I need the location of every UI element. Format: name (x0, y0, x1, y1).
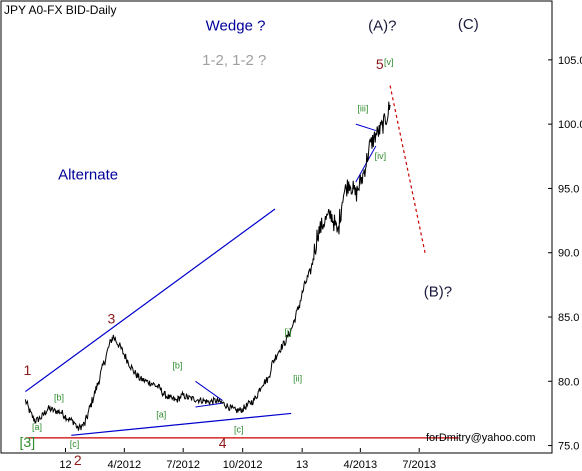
annotation-alternate: Alternate (58, 166, 118, 183)
annotation-sub-a1: [a] (32, 422, 42, 432)
y-tick-label: 105.0 (558, 55, 582, 67)
annotation-wedge-q: Wedge ? (206, 17, 266, 34)
annotation-wave-4: 4 (219, 435, 227, 451)
x-tick-label: 4/2012 (108, 459, 142, 471)
annotation-A-q: (A)? (368, 17, 396, 34)
annotation-B-q: (B)? (424, 283, 452, 300)
y-axis: 75.0 80.0 85.0 90.0 95.0 100.0 105.0 (548, 55, 582, 453)
y-tick-label: 100.0 (558, 119, 582, 131)
annotation-sub-c1: [c] (70, 439, 80, 449)
annotation-sub-iii: [iii] (357, 103, 368, 113)
annotation-sub-ii: [ii] (293, 373, 302, 383)
price-series (24, 101, 391, 431)
x-tick-label: 4/2013 (344, 459, 378, 471)
x-tick-label: 7/2012 (166, 459, 200, 471)
chart-title: JPY A0-FX BID-Daily (4, 3, 116, 17)
annotations: 12345[3][a][b][c][a][b][c][i][ii][iii][i… (20, 16, 479, 468)
author-footer: forDmitry@yahoo.com (426, 432, 536, 444)
x-tick-label: 7/2013 (402, 459, 436, 471)
y-tick-label: 75.0 (558, 441, 579, 453)
plot-frame (0, 0, 553, 454)
y-tick-label: 95.0 (558, 183, 579, 195)
annotation-wave-3: 3 (108, 310, 116, 326)
y-tick-label: 90.0 (558, 248, 579, 260)
x-tick-label: 12 (59, 459, 71, 471)
annotation-sub-a2: [a] (156, 409, 166, 419)
triangle-upper-line (195, 380, 223, 401)
x-tick-label: 10/2012 (223, 459, 263, 471)
y-tick-label: 85.0 (558, 312, 579, 324)
projection-line (389, 85, 426, 253)
annotation-sub-3: [3] (20, 434, 36, 450)
y-tick-label: 80.0 (558, 376, 579, 388)
annotation-sub-b2: [b] (172, 360, 182, 370)
channel-upper-line (25, 208, 276, 393)
annotation-sub-iv: [iv] (375, 151, 387, 161)
overlay-lines (25, 85, 459, 439)
channel-lower-line (71, 412, 292, 436)
triangle-lower-line (195, 402, 223, 408)
x-tick-label: 13 (296, 459, 308, 471)
annotation-sub-v: [v] (384, 57, 394, 67)
annotation-sub-i: [i] (284, 327, 291, 337)
annotation-wave-2: 2 (74, 452, 82, 468)
wedge-upper-line (355, 123, 377, 132)
annotation-wave-5: 5 (376, 56, 384, 72)
annotation-C: (C) (458, 16, 479, 33)
annotation-one-two: 1-2, 1-2 ? (202, 52, 266, 69)
price-line (24, 101, 391, 431)
annotation-sub-c2: [c] (234, 425, 244, 435)
annotation-sub-b1: [b] (54, 393, 64, 403)
annotation-wave-1: 1 (23, 362, 31, 378)
x-axis: 12 4/2012 7/2012 10/2012 13 4/2013 7/2013 (59, 448, 436, 471)
